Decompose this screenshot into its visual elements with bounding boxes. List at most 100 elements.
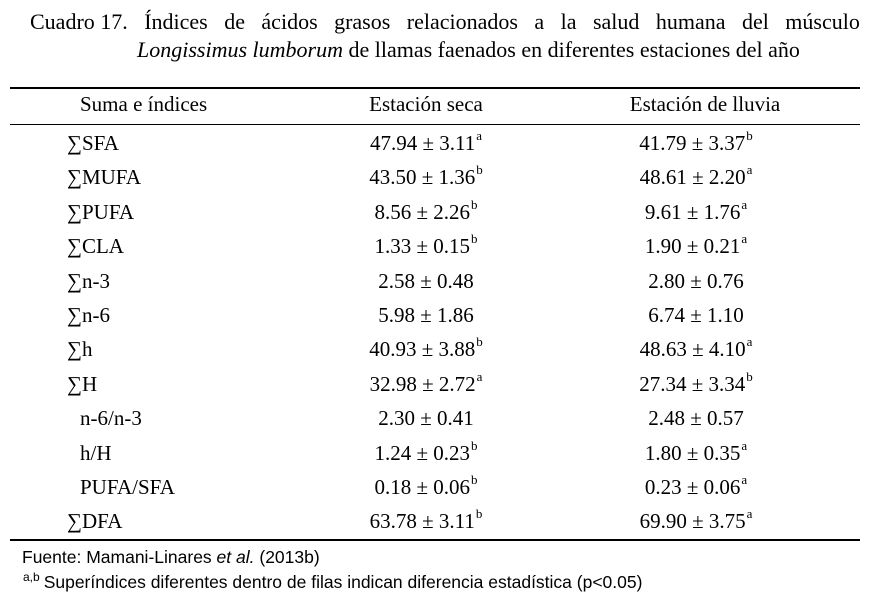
significance-letter: b [746,128,753,143]
caption-line-1: Cuadro 17. Índices de ácidos grasos relaciona… [30,8,860,36]
row-index: ∑H [67,371,98,396]
caption-word: salud [592,9,640,34]
table-row: ∑DFA 63.78 ± 3.11b 69.90 ± 3.75a [0,506,869,541]
table-row: ∑MUFA 43.50 ± 1.36b 48.61 ± 2.20a [0,162,869,197]
dry-season-value-text: 63.78 ± 3.11 [369,509,475,534]
rainy-season-value-text: 6.74 ± 1.10 [648,302,744,327]
rainy-season-value: 69.90 ± 3.75a [621,506,771,534]
rainy-season-value: 1.80 ± 0.35a [621,437,771,466]
source-prefix: Fuente: Mamani-Linares [22,547,217,567]
rainy-season-value-text: 69.90 ± 3.75 [639,509,746,534]
source-note: Fuente: Mamani-Linares et al. (2013b) [22,547,320,568]
table-bottom-rule [10,539,860,541]
row-index: h/H [80,440,112,465]
significance-letter: a [741,471,748,487]
dry-season-value-text: 2.58 ± 0.48 [378,268,474,293]
rainy-season-value: 9.61 ± 1.76a [621,196,771,225]
row-index: ∑MUFA [67,165,142,190]
table-row: ∑CLA 1.33 ± 0.15b 1.90 ± 0.21a [0,231,869,266]
significance-letter: b [476,334,483,350]
dry-season-value-text: 2.30 ± 0.41 [378,406,474,431]
caption-word: humana [655,9,726,34]
caption-word: a [534,9,545,34]
table-row: ∑SFA 47.94 ± 3.11a 41.79 ± 3.37b [0,128,869,163]
rainy-season-value: 1.90 ± 0.21a [621,231,771,259]
caption-word: del [741,9,769,34]
significance-letter: a [476,368,483,384]
row-index: ∑n-6 [67,302,110,327]
rainy-season-value-text: 48.63 ± 4.10 [639,337,746,362]
dry-season-value: 32.98 ± 2.72a [351,368,501,397]
rainy-season-value-text: 1.80 ± 0.35 [644,440,741,465]
significance-letter: a [741,196,748,212]
table-header-row: Suma e índices Estación seca Estación de… [0,92,869,122]
caption-word: la [560,9,577,34]
rainy-season-value: 27.34 ± 3.34b [621,368,771,397]
header-dry-season: Estación seca [369,92,483,116]
source-suffix: (2013b) [254,547,320,567]
rainy-season-value-text: 1.90 ± 0.21 [644,234,741,259]
table-top-rule [10,87,860,89]
caption-species: Longissimus lumborum [137,37,343,62]
rainy-season-value-text: 27.34 ± 3.34 [639,371,746,396]
table-row: ∑h 40.93 ± 3.88b 48.63 ± 4.10a [0,334,869,369]
table-row: h/H 1.24 ± 0.23b 1.80 ± 0.35a [0,437,869,473]
table-row: ∑PUFA 8.56 ± 2.26b 9.61 ± 1.76a [0,196,869,232]
significance-letter: b [476,162,483,178]
rainy-season-value: 0.23 ± 0.06a [621,471,771,500]
rainy-season-value: 2.48 ± 0.57 [621,406,771,431]
rainy-season-value-text: 2.80 ± 0.76 [648,268,744,293]
table-row: n-6/n-3 2.30 ± 0.41 2.48 ± 0.57 [0,404,869,438]
significance-letter: b [471,196,478,212]
caption-word: ácidos [261,9,318,34]
rainy-season-value: 41.79 ± 3.37b [621,128,771,156]
dry-season-value: 40.93 ± 3.88b [351,334,501,362]
rainy-season-value: 2.80 ± 0.76 [621,269,771,294]
rainy-season-value-text: 48.61 ± 2.20 [639,165,746,190]
row-index: ∑n-3 [67,268,110,293]
significance-letter: a [746,334,753,350]
dry-season-value: 2.30 ± 0.41 [351,406,501,431]
dry-season-value-text: 1.33 ± 0.15 [374,234,471,259]
dry-season-value: 43.50 ± 1.36b [351,162,501,190]
rainy-season-value-text: 9.61 ± 1.76 [644,199,741,224]
dry-season-value-text: 47.94 ± 3.11 [369,131,476,155]
table-body: ∑SFA 47.94 ± 3.11a 41.79 ± 3.37b ∑MUFA 43.50… [0,128,869,542]
dry-season-value-text: 8.56 ± 2.26 [374,199,471,224]
caption-word: relacionados [406,9,518,34]
significance-letter: a [741,437,748,453]
caption-word: grasos [334,9,391,34]
header-rainy-season: Estación de lluvia [629,92,781,116]
caption-line-2: Longissimus lumborum de llamas faenados … [30,36,860,64]
rainy-season-value-text: 41.79 ± 3.37 [639,131,746,155]
significance-letter: b [471,471,478,487]
dry-season-value: 8.56 ± 2.26b [351,196,501,225]
rainy-season-value: 48.63 ± 4.10a [621,334,771,362]
dry-season-value-text: 32.98 ± 2.72 [369,371,476,396]
dry-season-value: 47.94 ± 3.11a [351,128,501,156]
dry-season-value: 1.24 ± 0.23b [351,438,501,466]
row-index: ∑DFA [67,509,123,534]
source-etal: et al. [216,547,255,567]
significance-note: a,b Superíndices diferentes dentro de fil… [22,570,642,593]
header-index: Suma e índices [80,92,208,116]
row-index: n-6/n-3 [80,406,142,431]
significance-letter: a [746,162,753,178]
caption-word: de [224,9,245,34]
table-row: PUFA/SFA 0.18 ± 0.06b 0.23 ± 0.06a [0,471,869,507]
dry-season-value-text: 43.50 ± 1.36 [369,165,476,190]
table-caption: Cuadro 17. Índices de ácidos grasos relaciona… [30,8,860,64]
significance-letter: b [475,506,483,522]
row-index: ∑SFA [67,131,119,155]
table-header-rule [10,124,860,125]
significance-letter: b [471,231,478,247]
dry-season-value-text: 40.93 ± 3.88 [369,337,476,362]
row-index: ∑CLA [67,234,124,259]
dry-season-value: 1.33 ± 0.15b [351,231,501,259]
significance-letter: b [746,368,753,384]
table-row: ∑n-6 5.98 ± 1.86 6.74 ± 1.10 [0,301,869,335]
significance-letter: a [746,506,753,522]
dry-season-value: 2.58 ± 0.48 [351,269,501,294]
dry-season-value: 5.98 ± 1.86 [351,303,501,328]
rainy-season-value-text: 2.48 ± 0.57 [648,406,744,431]
